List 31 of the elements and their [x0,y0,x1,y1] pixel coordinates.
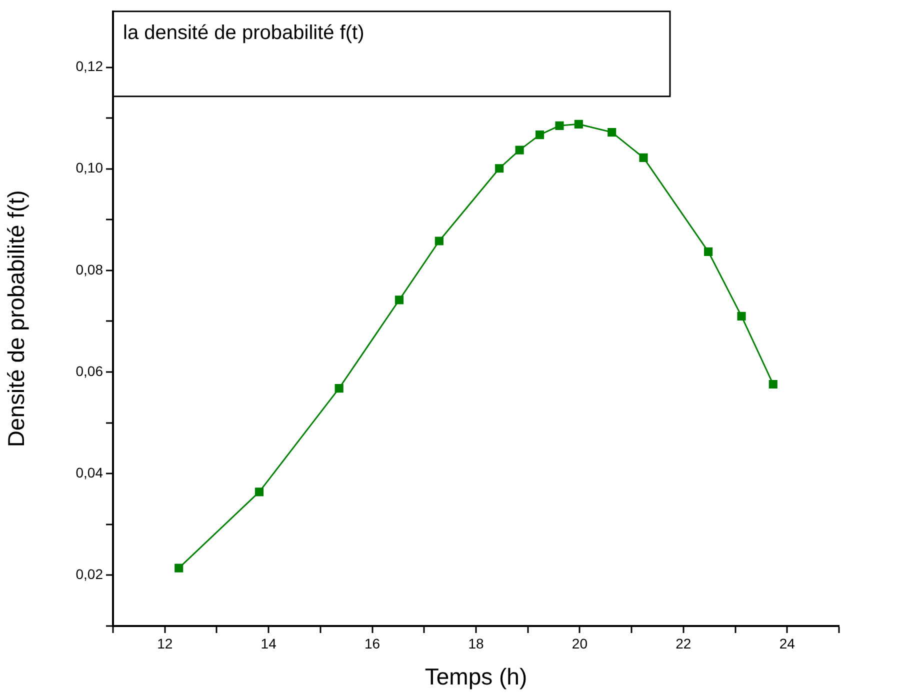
x-tick-label: 18 [468,635,484,652]
point [639,153,648,162]
x-tick-label: 16 [364,635,380,652]
y-tick-label: 0,02 [76,566,104,582]
point [704,247,713,256]
y-tick-label: 0,06 [76,362,104,379]
point [768,380,778,389]
point [737,312,746,320]
x-axis-title: Temps (h) [424,664,528,690]
point [515,146,524,154]
point [254,488,264,496]
point [394,296,404,304]
text: la densité de probabilité f(t) [123,22,364,44]
y-tick-label: 0,08 [76,261,104,278]
point [334,384,344,393]
y-tick-label: 0,04 [76,464,104,480]
point [495,164,504,173]
point [174,564,184,572]
x-tick-label: 20 [572,635,588,652]
point [574,120,583,128]
x-tick-label: 14 [260,635,277,652]
point [434,236,444,246]
point [608,128,616,137]
x-tick-label: 12 [157,635,173,652]
x-tick-label: 22 [676,635,692,652]
y-tick-label: 0,10 [76,160,104,176]
point [555,121,564,130]
y-tick-label: 0,12 [76,58,104,74]
y-axis-title: Densité de probabilité f(t) [3,190,30,448]
x-tick-label: 24 [779,635,796,652]
point [536,130,544,140]
